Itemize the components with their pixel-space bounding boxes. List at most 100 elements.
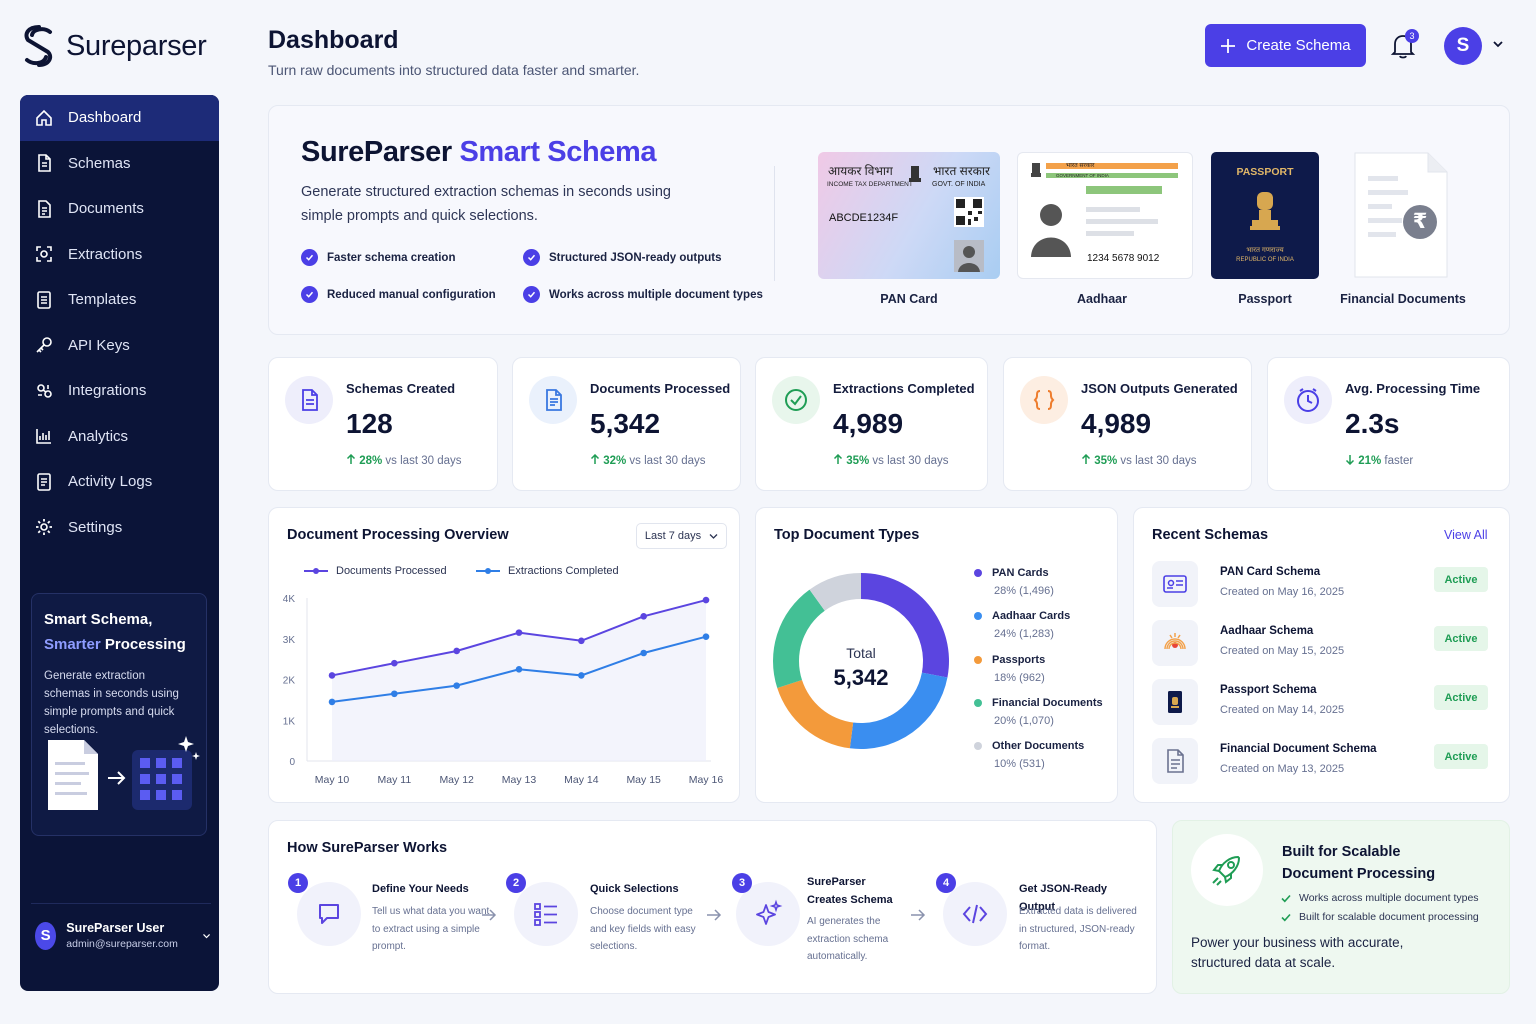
notifications-bell-icon[interactable] (1390, 32, 1416, 60)
sidebar-item-templates[interactable]: Templates (20, 277, 219, 323)
recent-title: Recent Schemas (1152, 527, 1269, 543)
chevron-down-icon (202, 933, 210, 938)
sidebar-item-documents[interactable]: Documents (20, 186, 219, 232)
data-point (328, 698, 336, 706)
schema-date: Created on May 13, 2025 (1220, 763, 1345, 775)
sidebar-item-activity-logs[interactable]: Activity Logs (20, 459, 219, 505)
donut-legend-item: Aadhaar Cards 24% (1,283) (974, 610, 1070, 640)
step-icon-circle (514, 882, 578, 946)
code-icon (962, 904, 988, 924)
sparkle-icon (756, 899, 783, 925)
data-point (453, 647, 460, 655)
gear-icon (36, 519, 52, 536)
stat-value: 2.3s (1345, 408, 1400, 439)
legend-item: Extractions Completed (476, 565, 619, 577)
sureparser-logo-icon (24, 25, 53, 67)
top-document-types-card: Top Document Types Total 5,342 PAN Cards… (755, 507, 1118, 803)
hero-divider (774, 166, 775, 281)
stat-label: Extractions Completed (833, 381, 975, 396)
recent-schema-row[interactable]: Passport Schema Created on May 14, 2025 … (1152, 679, 1492, 725)
step-icon-circle (297, 882, 361, 946)
stat-label: Schemas Created (346, 381, 456, 396)
sidebar-item-label: Documents (68, 200, 144, 218)
sidebar-item-analytics[interactable]: Analytics (20, 414, 219, 460)
stat-label: Avg. Processing Time (1345, 381, 1481, 396)
aadhaar-label: Aadhaar (1076, 292, 1128, 306)
header-avatar[interactable]: S (1444, 27, 1482, 65)
log-icon (37, 472, 51, 491)
x-tick-label: May 11 (378, 774, 412, 786)
sidebar-item-label: Activity Logs (68, 473, 153, 491)
donut-legend-item: Other Documents 10% (531) (974, 740, 1084, 770)
emblem-icon (1250, 192, 1280, 230)
recent-schema-row[interactable]: PAN Card Schema Created on May 16, 2025 … (1152, 561, 1492, 607)
period-select[interactable]: Last 7 days (636, 523, 727, 549)
overview-title: Document Processing Overview (287, 527, 509, 543)
user-menu[interactable]: S SureParser User admin@sureparser.com (31, 903, 211, 967)
sidebar-item-settings[interactable]: Settings (20, 505, 219, 551)
checklist-icon (534, 903, 557, 926)
y-tick-label: 1K (283, 716, 296, 727)
financial-document-image: ₹ (1354, 152, 1448, 278)
sidebar-item-label: Extractions (68, 245, 143, 263)
donut-slice (773, 589, 825, 689)
stat-icon-badge (1284, 376, 1332, 424)
chevron-down-icon[interactable] (1492, 40, 1504, 50)
check-circle-icon (785, 389, 807, 411)
stat-delta: 21% faster (1345, 454, 1413, 467)
check-icon (1281, 894, 1291, 902)
view-all-link[interactable]: View All (1444, 528, 1488, 542)
y-tick-label: 3K (283, 635, 296, 646)
scalable-feature: Works across multiple document types (1281, 892, 1479, 904)
step-desc: Extracted data is delivered in structure… (1019, 906, 1137, 952)
stat-icon-badge (529, 376, 577, 424)
pan-card-image: आयकर विभाग INCOME TAX DEPARTMENT भारत सर… (818, 152, 1000, 279)
hero-feature: Structured JSON-ready outputs (523, 249, 722, 266)
step-desc: Choose document type and key fields with… (590, 906, 696, 952)
create-schema-button[interactable]: Create Schema (1205, 24, 1366, 67)
brand[interactable]: Sureparser (20, 24, 207, 68)
user-name: SureParser User (66, 921, 165, 935)
stat-delta: 35% vs last 30 days (833, 453, 949, 467)
hero-description: Generate structured extraction schemas i… (301, 184, 671, 224)
sidebar-item-label: Settings (68, 518, 123, 536)
donut-legend-item: PAN Cards 28% (1,496) (974, 567, 1054, 597)
check-icon (301, 286, 318, 303)
template-icon (37, 290, 51, 309)
how-it-works-card: How SureParser Works 1 Define Your Needs… (268, 820, 1157, 994)
check-icon (523, 286, 540, 303)
sidebar-item-schemas[interactable]: Schemas (20, 141, 219, 187)
sidebar-item-api-keys[interactable]: API Keys (20, 323, 219, 369)
hero-banner: SureParser Smart Schema Generate structu… (268, 105, 1510, 335)
id-card-icon (1152, 561, 1198, 607)
recent-schema-row[interactable]: Aadhaar Schema Created on May 15, 2025 A… (1152, 620, 1492, 666)
stat-icon-badge (1020, 376, 1068, 424)
clock-icon (1297, 388, 1319, 412)
sidebar: Dashboard Schemas Documents Extractions … (20, 95, 219, 991)
check-icon (523, 249, 540, 266)
sidebar-item-label: API Keys (68, 336, 130, 354)
stat-value: 5,342 (590, 408, 661, 439)
step-number: 4 (936, 873, 956, 893)
page-title: Dashboard (268, 26, 399, 54)
analytics-icon (36, 429, 51, 445)
y-tick-label: 0 (289, 757, 295, 768)
arrow-down-icon (1345, 455, 1355, 466)
stat-delta: 28% vs last 30 days (346, 453, 462, 467)
step-title: Get JSON-Ready Output (1019, 883, 1108, 913)
data-point (640, 649, 647, 657)
hero-feature: Faster schema creation (301, 249, 455, 266)
scalable-title: Built for Scalable Document Processing (1282, 844, 1436, 882)
stat-icon-badge (772, 376, 820, 424)
recent-schema-row[interactable]: Financial Document Schema Created on May… (1152, 738, 1492, 784)
sidebar-item-extractions[interactable]: Extractions (20, 232, 219, 278)
integrations-icon (37, 383, 52, 398)
how-title: How SureParser Works (287, 840, 448, 856)
rocket-badge (1191, 834, 1263, 906)
sidebar-item-integrations[interactable]: Integrations (20, 368, 219, 414)
donut-chart (773, 573, 949, 749)
data-point (702, 596, 710, 604)
arrow-up-icon (833, 453, 843, 464)
sidebar-item-dashboard[interactable]: Dashboard (20, 95, 219, 141)
financial-documents-label: Financial Documents (1340, 292, 1466, 306)
